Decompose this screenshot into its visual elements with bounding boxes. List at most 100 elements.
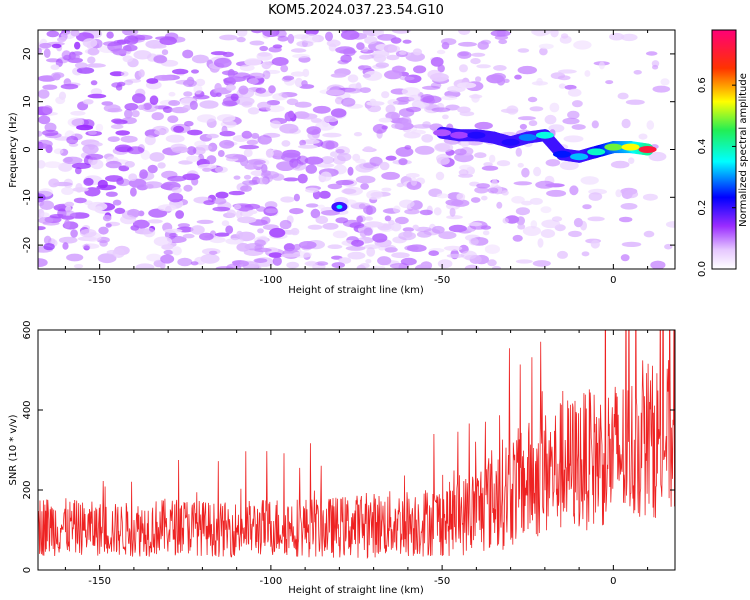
heatmap-cell <box>375 62 389 68</box>
heatmap-cell <box>64 201 75 207</box>
heatmap-cell <box>315 261 329 266</box>
heatmap-cell <box>257 101 271 110</box>
colorbar: 0.0 0.2 0.4 0.6 Normalized spectral amplitu… <box>697 29 749 277</box>
heatmap-cell <box>364 36 378 45</box>
heatmap-cell <box>435 171 445 181</box>
heatmap-cell <box>48 178 60 188</box>
heatmap-cell <box>482 230 490 236</box>
heatmap-cell <box>124 103 139 111</box>
heatmap-cell <box>214 232 230 237</box>
heatmap-cell <box>112 199 122 206</box>
heatmap-cell <box>270 120 282 129</box>
heatmap-cell <box>144 135 156 146</box>
heatmap-cell <box>215 266 234 269</box>
heatmap-cell <box>199 232 214 241</box>
heatmap-cell <box>316 163 335 168</box>
heatmap-cell <box>496 30 506 37</box>
heatmap-cell <box>265 105 285 113</box>
heatmap-cell <box>215 92 222 97</box>
heatmap-cell <box>516 216 525 226</box>
heatmap-cell <box>306 126 322 135</box>
heatmap-cell <box>126 146 145 155</box>
spectrogram-x-axis-label: Height of straight line (km) <box>288 285 424 296</box>
heatmap-cell <box>332 230 348 239</box>
heatmap-cell <box>567 88 582 97</box>
heatmap-cell <box>257 228 264 234</box>
heatmap-cell <box>43 243 55 251</box>
heatmap-cell <box>213 57 232 68</box>
heatmap-cell <box>475 76 482 83</box>
heatmap-cell <box>573 40 592 50</box>
heatmap-cell <box>228 190 245 196</box>
heatmap-cell <box>147 219 163 224</box>
heatmap-cell <box>385 104 396 114</box>
heatmap-cell <box>471 52 486 57</box>
heatmap-cell <box>356 264 366 269</box>
heatmap-cell <box>400 257 417 266</box>
heatmap-cell <box>124 161 135 168</box>
heatmap-cell <box>419 209 433 216</box>
heatmap-cell <box>529 106 544 112</box>
heatmap-cell <box>369 156 383 167</box>
heatmap-cell <box>269 227 286 238</box>
heatmap-cell <box>395 216 409 225</box>
heatmap-cell <box>280 253 301 258</box>
heatmap-cell <box>221 100 237 107</box>
heatmap-cell <box>517 223 526 230</box>
heatmap-cell <box>236 36 246 43</box>
heatmap-cell <box>414 145 435 155</box>
heatmap-cell <box>529 197 543 205</box>
heatmap-cell <box>359 54 372 60</box>
heatmap-cell <box>167 175 187 182</box>
heatmap-cell <box>106 31 114 39</box>
heatmap-cell <box>487 187 499 194</box>
heatmap-cell <box>53 148 64 155</box>
heatmap-cell <box>254 247 272 253</box>
heatmap-cell <box>359 87 371 93</box>
heatmap-cell <box>64 219 71 229</box>
heatmap-cell <box>79 228 97 238</box>
heatmap-cell <box>175 210 185 219</box>
heatmap-cell <box>385 155 397 161</box>
heatmap-cell <box>196 219 214 224</box>
heatmap-cell <box>160 254 175 264</box>
heatmap-cell <box>248 78 259 85</box>
heatmap-cell <box>533 166 542 177</box>
heatmap-cell <box>458 41 477 47</box>
heatmap-cell <box>381 91 390 99</box>
heatmap-cell <box>234 204 242 210</box>
heatmap-cell <box>202 167 212 172</box>
heatmap-cell <box>297 173 308 184</box>
heatmap-cell <box>320 156 335 164</box>
heatmap-cell <box>318 190 331 199</box>
heatmap-cell <box>244 58 262 66</box>
heatmap-cell <box>621 118 631 129</box>
heatmap-cell <box>76 67 95 74</box>
track-point <box>553 150 571 158</box>
heatmap-cell <box>514 74 522 80</box>
heatmap-cell <box>186 146 197 156</box>
heatmap-cell <box>428 250 440 256</box>
heatmap-cell <box>564 84 577 90</box>
heatmap-cell <box>227 68 235 79</box>
heatmap-cell <box>360 183 369 190</box>
heatmap-cell <box>550 72 566 80</box>
heatmap-cell <box>431 225 445 234</box>
heatmap-cell <box>498 39 508 45</box>
heatmap-cell <box>85 153 104 160</box>
heatmap-cell <box>209 236 226 244</box>
heatmap-cell <box>277 35 289 42</box>
heatmap-cell <box>496 160 511 167</box>
heatmap-cell <box>216 114 236 122</box>
heatmap-cell <box>464 264 480 269</box>
heatmap-cell <box>286 261 300 269</box>
heatmap-cell <box>440 95 458 101</box>
heatmap-cell <box>569 185 579 196</box>
heatmap-cell <box>330 151 338 157</box>
spectrogram-y-ticks: 20 10 0 -10 -20 <box>22 48 675 253</box>
heatmap-cell <box>66 253 84 262</box>
heatmap-cell <box>206 155 217 165</box>
heatmap-cell <box>262 70 271 80</box>
heatmap-cell <box>183 79 197 88</box>
heatmap-cell <box>402 227 415 233</box>
